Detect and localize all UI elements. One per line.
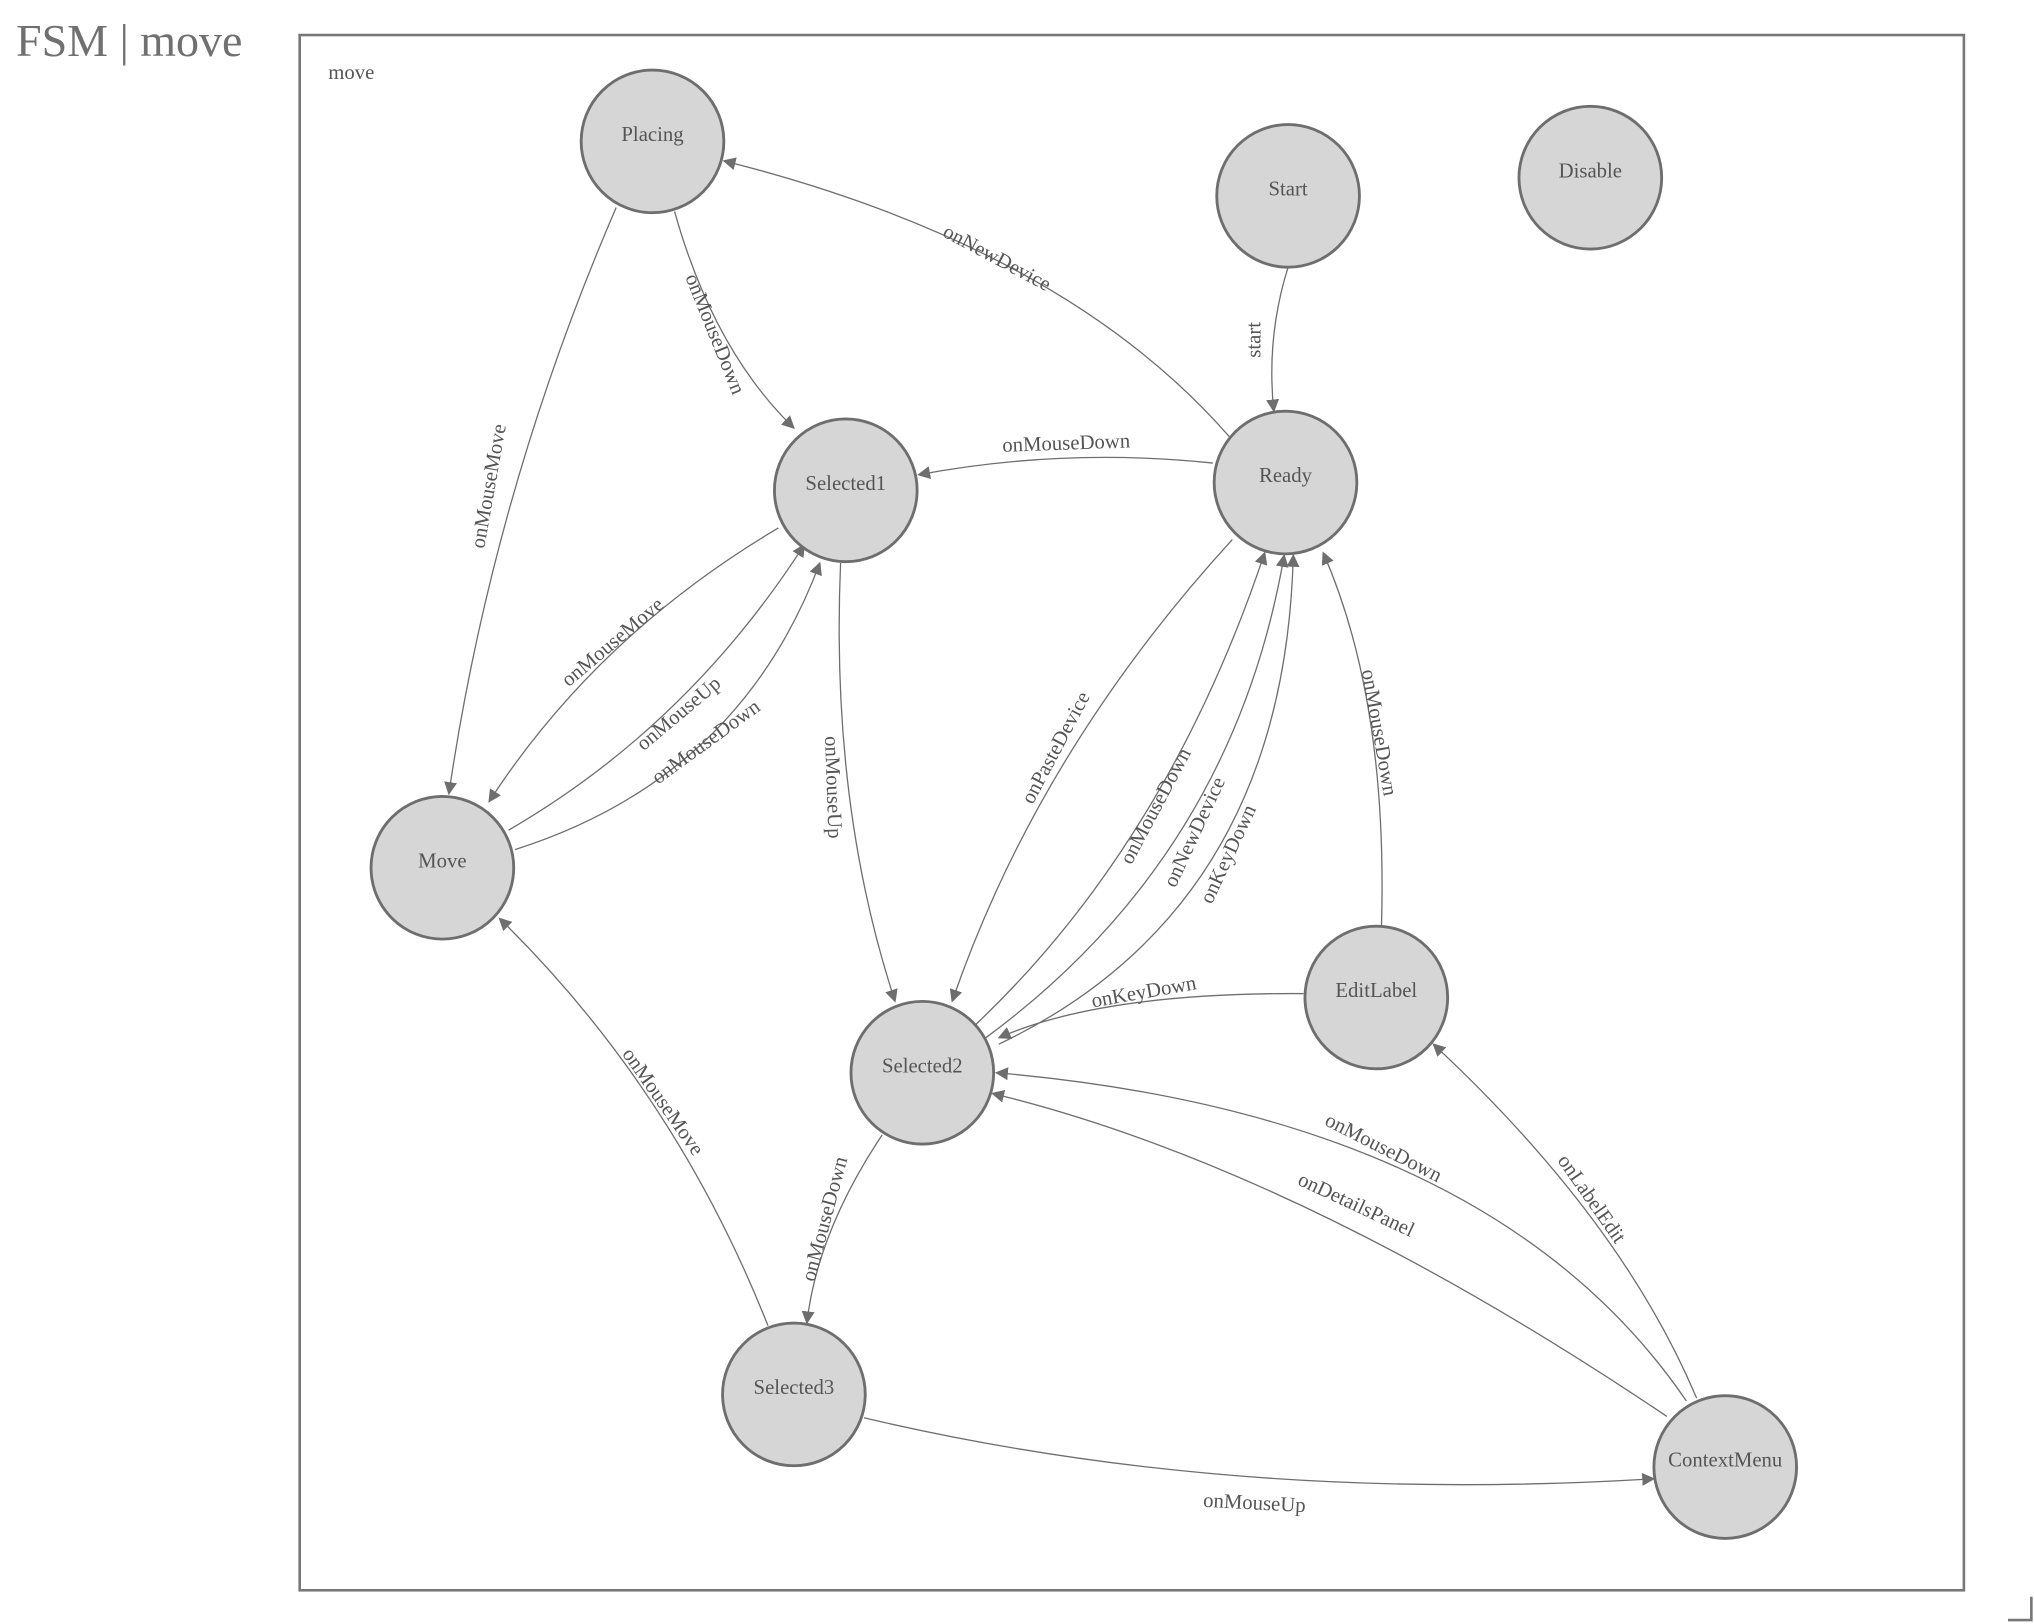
group-label: move <box>328 62 374 84</box>
state-circle[interactable] <box>1212 409 1359 556</box>
edge-arrow <box>997 992 1304 1039</box>
state-circle[interactable] <box>369 795 516 941</box>
page-title: FSM | move <box>16 15 243 66</box>
state-ready[interactable]: Ready <box>1212 409 1359 556</box>
edge-ready-to-selected2: onPasteDevice <box>949 539 1233 1003</box>
edge-arrow <box>508 543 805 831</box>
edge-arrow <box>801 1134 883 1325</box>
edge-arrow <box>985 553 1289 1039</box>
edge-arrow <box>991 1089 1668 1417</box>
edge-label: onMouseMove <box>558 594 668 692</box>
state-circle[interactable] <box>721 1321 867 1468</box>
edge-placing-to-move: onMouseMove <box>444 207 617 796</box>
state-editlabel[interactable]: EditLabel <box>1303 924 1450 1071</box>
state-move[interactable]: Move <box>369 795 516 941</box>
edge-selected2-to-selected3: onMouseDown <box>798 1134 883 1325</box>
edge-label: onMouseDown <box>1321 1109 1446 1187</box>
state-contextmenu[interactable]: ContextMenu <box>1652 1394 1798 1540</box>
edge-arrow <box>1266 267 1289 413</box>
edge-ready-to-placing: onNewDevice <box>722 157 1231 438</box>
edge-arrow <box>863 1417 1656 1486</box>
state-selected2[interactable]: Selected2 <box>849 999 996 1146</box>
edge-arrow <box>1321 551 1383 927</box>
edge-label: onPasteDevice <box>1017 688 1094 807</box>
group-frame <box>298 33 1966 1592</box>
edge-arrow <box>722 157 1231 438</box>
edge-arrow <box>673 211 795 429</box>
edge-label: onMouseDown <box>1002 430 1131 456</box>
edge-label: onLabelEdit <box>1553 1151 1630 1248</box>
state-circle[interactable] <box>1215 123 1361 269</box>
edge-label: start <box>1243 322 1265 358</box>
state-label: EditLabel <box>1335 980 1417 1002</box>
edge-editlabel-to-selected2: onKeyDown <box>997 972 1304 1039</box>
state-label: ContextMenu <box>1668 1450 1783 1472</box>
edge-arrow <box>975 551 1268 1026</box>
edge-label: onNewDevice <box>939 221 1054 296</box>
edge-label: onMouseUp <box>1203 1490 1307 1517</box>
state-label: Selected2 <box>882 1055 963 1077</box>
state-label: Placing <box>621 124 683 146</box>
edge-arrow <box>838 562 898 1003</box>
resize-corner <box>2008 1596 2033 1622</box>
edge-label: onDetailsPanel <box>1294 1169 1417 1242</box>
edge-selected1-to-selected2: onMouseUp <box>820 562 898 1003</box>
edge-contextmenu-to-selected2: onMouseDown <box>994 1067 1687 1402</box>
edge-label: onMouseDown <box>1357 668 1401 798</box>
edge-ready-to-selected1: onMouseDown <box>917 430 1213 479</box>
edge-placing-to-selected1: onMouseDown <box>673 211 795 429</box>
state-label: Disable <box>1559 160 1622 182</box>
edge-arrow <box>498 917 769 1326</box>
state-selected3[interactable]: Selected3 <box>721 1321 867 1468</box>
state-label: Move <box>418 850 466 872</box>
edge-arrow <box>917 456 1213 479</box>
edge-arrow <box>949 539 1233 1003</box>
state-circle[interactable] <box>849 999 996 1146</box>
edge-label: onMouseUp <box>820 736 846 839</box>
edge-editlabel-to-ready: onMouseDown <box>1321 551 1401 927</box>
edge-selected1-to-move: onMouseMove <box>488 527 779 803</box>
state-placing[interactable]: Placing <box>579 68 726 215</box>
edge-label: onMouseDown <box>680 271 749 398</box>
state-label: Selected1 <box>805 473 886 495</box>
edge-arrow <box>994 1067 1687 1402</box>
edge-contextmenu-to-editlabel: onLabelEdit <box>1432 1043 1698 1399</box>
edge-arrow <box>998 553 1300 1045</box>
state-circle[interactable] <box>579 68 726 215</box>
edge-selected3-to-contextmenu: onMouseUp <box>863 1417 1656 1517</box>
edge-label: onMouseDown <box>798 1154 853 1284</box>
edge-contextmenu-to-selected2: onDetailsPanel <box>991 1089 1668 1417</box>
state-label: Ready <box>1259 465 1313 487</box>
edge-arrow <box>514 561 822 851</box>
state-label: Start <box>1268 178 1307 200</box>
edge-start-to-ready: start <box>1243 267 1289 413</box>
state-start[interactable]: Start <box>1215 123 1361 269</box>
state-selected1[interactable]: Selected1 <box>773 417 919 564</box>
state-circle[interactable] <box>1303 924 1450 1071</box>
edge-label: onMouseMove <box>618 1044 708 1160</box>
state-circle[interactable] <box>1652 1394 1798 1540</box>
state-circle[interactable] <box>773 417 919 564</box>
state-label: Selected3 <box>754 1377 835 1399</box>
edge-arrow <box>488 527 779 803</box>
edge-selected3-to-move: onMouseMove <box>498 917 769 1326</box>
edge-move-to-selected1: onMouseUp <box>508 543 805 831</box>
edge-label: onMouseMove <box>467 422 510 550</box>
state-circle[interactable] <box>1517 104 1664 251</box>
edge-arrow <box>444 207 617 796</box>
edge-arrow <box>1432 1043 1698 1399</box>
state-disable[interactable]: Disable <box>1517 104 1664 251</box>
